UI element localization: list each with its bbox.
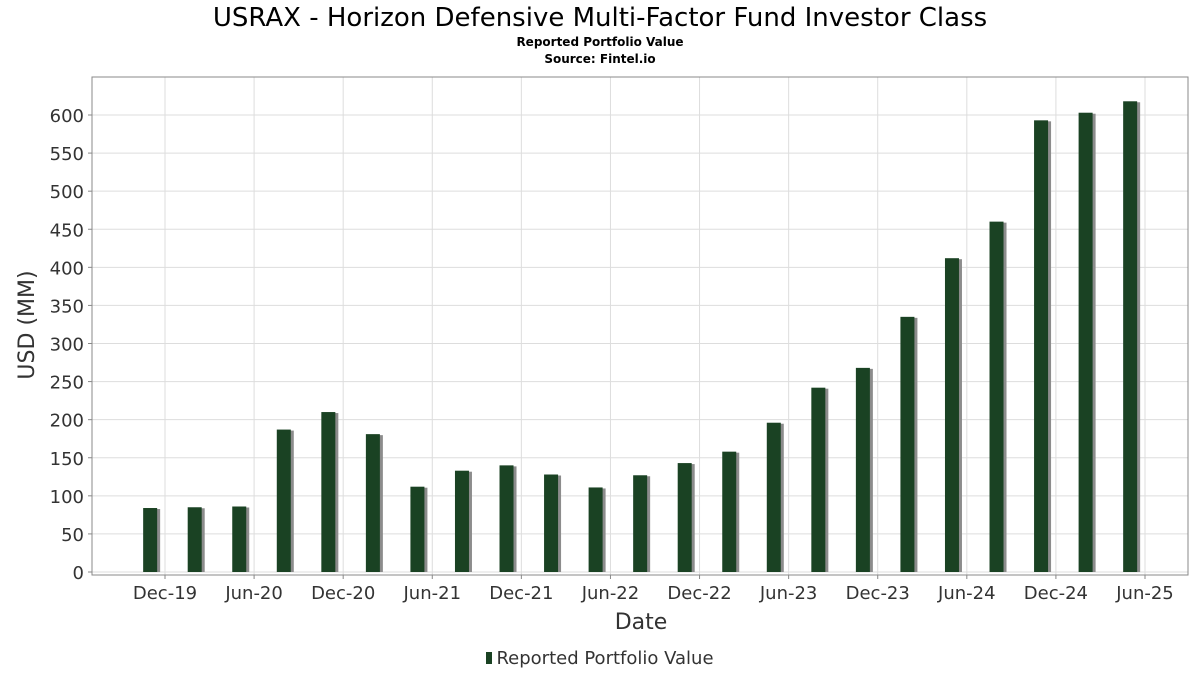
- bar-fill: [232, 506, 247, 572]
- legend-label: Reported Portfolio Value: [496, 648, 714, 669]
- bar-fill: [811, 387, 826, 572]
- x-tick-label: Dec-23: [846, 583, 910, 604]
- bar: [989, 221, 1007, 572]
- bar: [143, 508, 161, 572]
- bar-fill: [499, 465, 514, 572]
- legend: Reported Portfolio Value: [0, 648, 1200, 670]
- bar: [1034, 120, 1052, 572]
- chart-title: USRAX - Horizon Defensive Multi-Factor F…: [212, 3, 988, 33]
- y-tick-label: 400: [50, 258, 84, 279]
- bar: [588, 487, 606, 572]
- y-tick-label: 50: [61, 525, 84, 546]
- chart-source: Source: Fintel.io: [544, 52, 656, 66]
- bar-fill: [187, 507, 202, 572]
- y-tick-label: 300: [50, 335, 84, 356]
- x-tick-label: Dec-20: [311, 583, 375, 604]
- x-tick-label: Dec-19: [133, 583, 197, 604]
- bar: [1078, 112, 1096, 572]
- x-tick-label: Dec-22: [667, 583, 731, 604]
- bar-fill: [989, 221, 1004, 572]
- y-tick-label: 450: [50, 220, 84, 241]
- bar: [722, 451, 740, 572]
- y-tick-label: 250: [50, 373, 84, 394]
- bar: [900, 316, 918, 572]
- bar: [232, 506, 250, 572]
- y-tick-label: 600: [50, 106, 84, 127]
- x-tick-label: Jun-25: [1115, 583, 1174, 604]
- bar-fill: [588, 487, 603, 572]
- bar: [321, 412, 339, 572]
- x-tick-label: Jun-20: [224, 583, 283, 604]
- y-tick-label: 200: [50, 411, 84, 432]
- bar-fill: [1078, 112, 1093, 572]
- bar-fill: [143, 508, 158, 572]
- bar: [410, 486, 428, 572]
- bar-fill: [722, 451, 737, 572]
- x-tick-label: Jun-23: [759, 583, 818, 604]
- y-tick-label: 150: [50, 449, 84, 470]
- bar: [811, 387, 829, 572]
- bar-fill: [633, 475, 648, 572]
- y-tick-label: 500: [50, 182, 84, 203]
- y-axis: 0 50 100 150 200 250 300 350 400 450 500 550 600: [50, 106, 92, 584]
- bar-fill: [855, 367, 870, 572]
- y-tick-label: 550: [50, 144, 84, 165]
- y-tick-label: 0: [73, 563, 84, 584]
- legend-swatch: [486, 652, 493, 664]
- y-tick-label: 100: [50, 487, 84, 508]
- bar-fill: [1123, 101, 1138, 572]
- chart-subtitle: Reported Portfolio Value: [516, 35, 684, 49]
- bar-fill: [544, 474, 559, 572]
- bar-fill: [276, 429, 291, 572]
- bar: [454, 470, 472, 572]
- bar-fill: [766, 422, 781, 572]
- bar-fill: [454, 470, 469, 572]
- x-tick-label: Jun-21: [403, 583, 462, 604]
- bar: [633, 475, 651, 572]
- x-tick-label: Jun-22: [581, 583, 640, 604]
- x-axis: Dec-19 Jun-20 Dec-20 Jun-21 Dec-21 Jun-22 Dec-…: [133, 575, 1174, 604]
- y-axis-label: USD (MM): [15, 270, 40, 379]
- bar: [855, 367, 873, 572]
- bar-fill: [944, 258, 959, 572]
- y-tick-label: 350: [50, 296, 84, 317]
- bar-fill: [900, 316, 915, 572]
- x-tick-label: Jun-24: [937, 583, 996, 604]
- bar-fill: [1034, 120, 1049, 572]
- bar: [677, 463, 695, 572]
- bar: [766, 422, 784, 572]
- bar-fill: [410, 486, 425, 572]
- bar: [1123, 101, 1141, 572]
- x-axis-label: Date: [615, 610, 668, 635]
- bar-fill: [677, 463, 692, 572]
- bar: [365, 434, 383, 572]
- bar-fill: [321, 412, 336, 572]
- x-tick-label: Dec-24: [1024, 583, 1088, 604]
- x-tick-label: Dec-21: [489, 583, 553, 604]
- bar: [187, 507, 205, 572]
- bar: [944, 258, 962, 572]
- bar: [544, 474, 562, 572]
- bar: [499, 465, 517, 572]
- plot-area: [91, 76, 1189, 576]
- bar-fill: [365, 434, 380, 572]
- bars: [143, 101, 1141, 572]
- bar: [276, 429, 294, 572]
